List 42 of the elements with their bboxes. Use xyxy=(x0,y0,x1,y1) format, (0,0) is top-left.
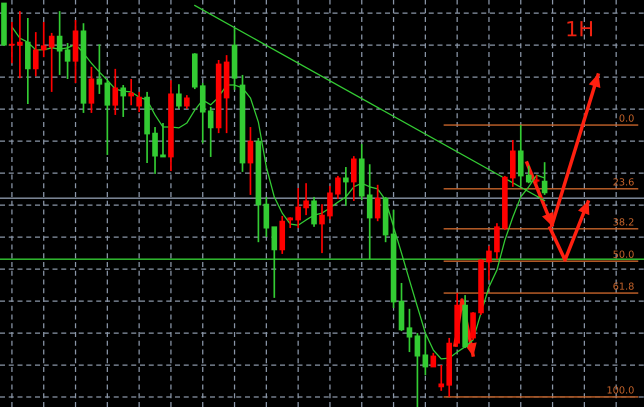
candlestick xyxy=(438,364,444,392)
candlestick xyxy=(176,83,182,110)
annotation: 23.6 xyxy=(613,178,634,186)
candlestick xyxy=(319,203,325,254)
text: 1H xyxy=(567,21,592,36)
annotation: 50.0 xyxy=(613,250,634,258)
candlestick xyxy=(17,10,23,80)
candlestick xyxy=(406,308,412,353)
candlestick xyxy=(343,166,349,207)
candlestick xyxy=(430,352,436,368)
candlestick xyxy=(112,68,118,116)
candlestick xyxy=(303,182,309,216)
candlestick xyxy=(32,31,39,77)
annotation: 38.2 xyxy=(613,218,634,226)
candlestick xyxy=(120,84,126,118)
candlestick xyxy=(152,126,158,175)
candlestick xyxy=(350,155,357,202)
candlestick xyxy=(526,164,532,184)
candlestick xyxy=(9,21,15,64)
candlestick xyxy=(414,332,420,407)
candlestick xyxy=(128,78,134,106)
candlestick xyxy=(327,185,333,220)
candlestick xyxy=(160,122,166,158)
candlestick xyxy=(311,196,317,228)
candlestick xyxy=(264,196,270,238)
annotation: 0.0 xyxy=(620,114,634,122)
candlestick xyxy=(96,43,102,95)
candlestick xyxy=(136,91,142,113)
candlestick xyxy=(335,175,341,200)
candlestick xyxy=(48,32,54,93)
annotation: 61.8 xyxy=(613,282,634,290)
candlestick xyxy=(248,126,254,196)
candlestick xyxy=(184,94,190,110)
candlestick xyxy=(374,184,380,222)
candlestick xyxy=(287,216,294,229)
annotation: 100.0 xyxy=(608,386,634,394)
candlestick xyxy=(208,106,214,158)
candlestick xyxy=(104,79,110,156)
candlestick xyxy=(486,244,492,281)
candlestick xyxy=(64,42,70,80)
candlestick xyxy=(295,187,301,229)
candlestick xyxy=(40,21,47,58)
